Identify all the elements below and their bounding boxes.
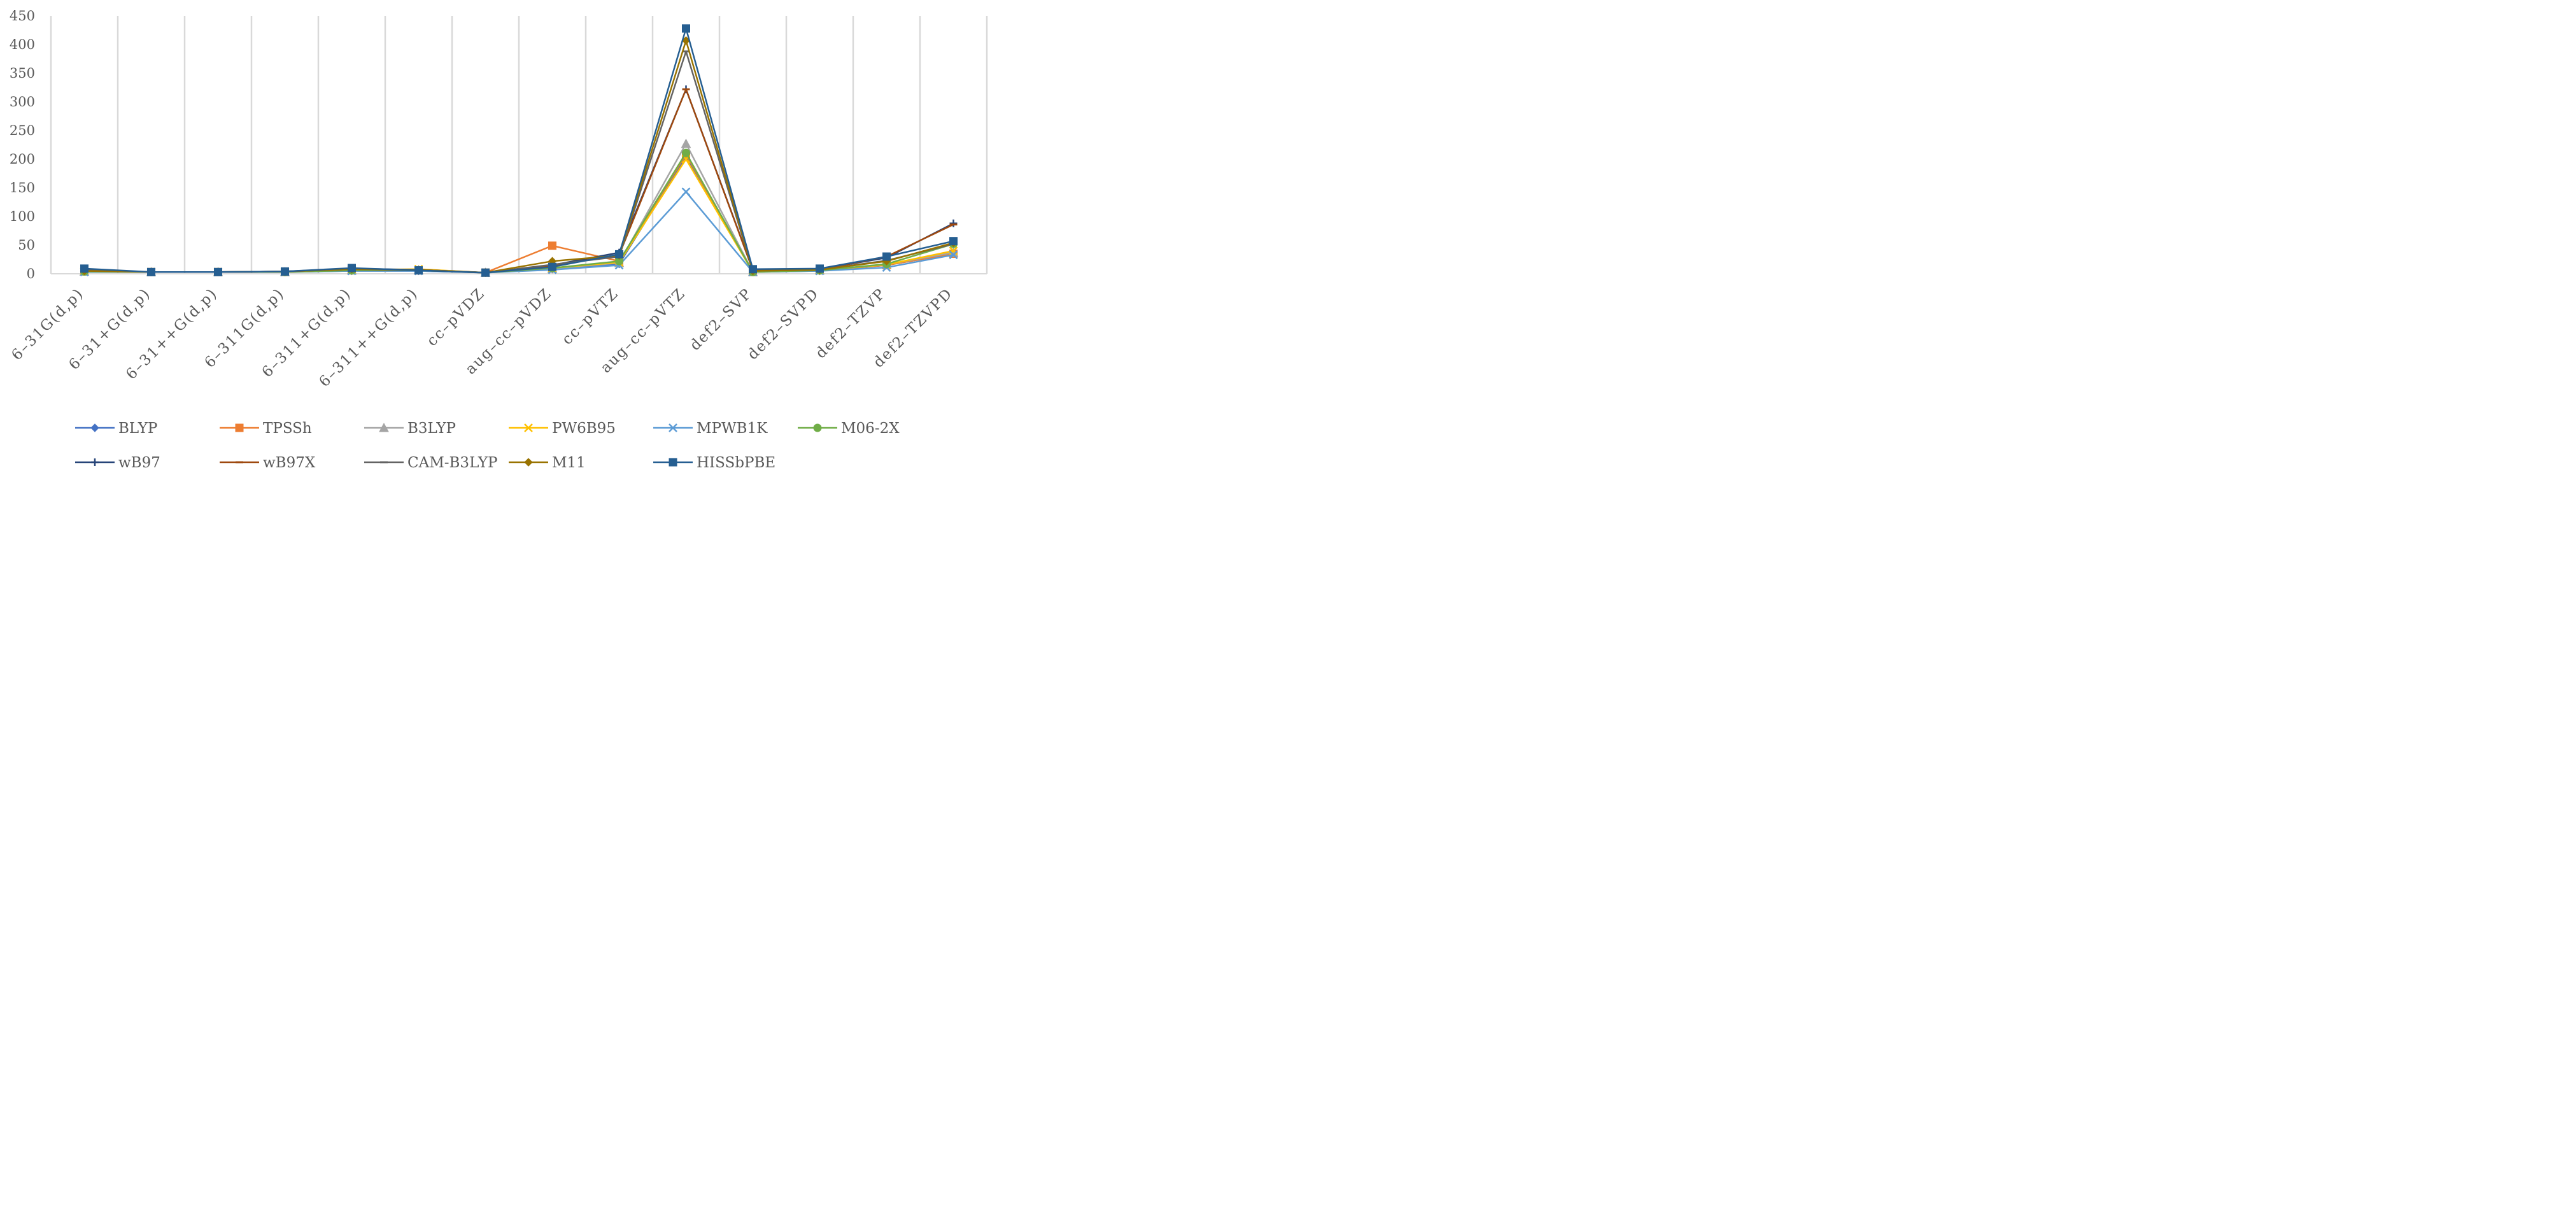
data-point-wb97-def2-tzvpd — [949, 219, 958, 227]
legend-label: B3LYP — [407, 420, 456, 437]
legend-item-blyp: BLYP — [75, 420, 157, 437]
legend-label: MPWB1K — [697, 420, 768, 437]
data-point-hissbpbe-6-31-g-d-p — [214, 267, 222, 276]
series-hissbpbe — [80, 24, 958, 277]
legend-swatch-marker — [669, 458, 677, 467]
line-chart: 0 50 100 150 200 250 300 350 400 450 6–31G(d,p)6–… — [8, 8, 988, 471]
data-point-wb97x-aug-cc-pvtz — [682, 88, 690, 90]
legend-swatch-marker — [235, 423, 244, 432]
legend-item-tpssh: TPSSh — [220, 420, 312, 437]
legend-swatch-marker — [380, 461, 388, 464]
legend-label: wB97 — [118, 455, 160, 471]
legend-item-mpwb1k: MPWB1K — [653, 420, 768, 437]
legend: BLYP TPSSh B3LYP PW6B95 MPWB1K M06-2X wB97 wB97… — [75, 420, 900, 471]
data-point-hissbpbe-6-311g-d-p — [281, 267, 289, 276]
y-tick-label: 300 — [10, 94, 35, 110]
legend-label: wB97X — [263, 455, 316, 471]
legend-swatch-marker — [90, 423, 99, 432]
x-axis-ticks: 6–31G(d,p)6–31+G(d,p)6–31++G(d,p)6–311G(… — [8, 285, 956, 390]
legend-item-m06-2x: M06-2X — [798, 420, 900, 437]
data-point-cam-b3lyp-aug-cc-pvtz — [682, 50, 690, 53]
data-point-hissbpbe-6-31-g-d-p — [147, 267, 155, 276]
legend-swatch-marker — [91, 458, 99, 466]
legend-item-cam-b3lyp: CAM-B3LYP — [364, 455, 498, 471]
data-point-hissbpbe-def2-tzvpd — [949, 237, 958, 246]
data-point-hissbpbe-def2-svp — [749, 265, 757, 274]
data-point-hissbpbe-def2-tzvp — [882, 252, 891, 261]
y-axis-ticks: 0 50 100 150 200 250 300 350 400 450 — [10, 8, 35, 281]
legend-label: CAM-B3LYP — [407, 455, 498, 471]
series-line-hissbpbe — [84, 27, 954, 274]
y-tick-label: 350 — [10, 66, 35, 81]
x-tick-label-cc-pvdz: cc–pVDZ — [424, 285, 488, 350]
legend-item-hissbpbe: HISSbPBE — [653, 455, 775, 471]
x-tick-label-cc-pvtz: cc–pVTZ — [559, 285, 622, 348]
legend-label: M11 — [552, 455, 586, 471]
legend-item-pw6b95: PW6B95 — [509, 420, 616, 437]
x-tick-label-def2-svp: def2–SVP — [687, 285, 756, 354]
y-tick-label: 450 — [10, 8, 35, 24]
legend-swatch-marker — [524, 458, 533, 467]
data-point-mpwb1k-def2-tzvpd — [949, 250, 958, 260]
y-tick-label: 400 — [10, 37, 35, 52]
legend-label: HISSbPBE — [697, 455, 775, 471]
legend-item-wb97x: wB97X — [220, 455, 316, 471]
data-point-hissbpbe-cc-pvdz — [481, 268, 490, 277]
data-point-wb97x-def2-tzvpd — [949, 223, 958, 226]
y-tick-label: 250 — [10, 123, 35, 138]
y-tick-label: 100 — [10, 209, 35, 224]
y-tick-label: 150 — [10, 180, 35, 195]
gridlines — [50, 16, 988, 274]
data-point-hissbpbe-aug-cc-pvdz — [548, 262, 556, 271]
data-point-hissbpbe-def2-svpd — [816, 264, 824, 273]
y-tick-label: 0 — [27, 266, 35, 281]
legend-item-m11: M11 — [509, 455, 586, 471]
legend-item-b3lyp: B3LYP — [364, 420, 456, 437]
legend-swatch-marker — [236, 461, 243, 464]
data-series — [79, 24, 959, 278]
legend-label: BLYP — [118, 420, 157, 437]
legend-label: M06-2X — [841, 420, 900, 437]
data-point-hissbpbe-aug-cc-pvtz — [682, 24, 690, 33]
data-point-hissbpbe-6-31g-d-p — [80, 264, 88, 273]
legend-label: PW6B95 — [552, 420, 616, 437]
legend-swatch-marker — [524, 423, 533, 432]
data-point-hissbpbe-6-311-g-d-p — [348, 264, 356, 273]
data-point-m06-2x-aug-cc-pvtz — [682, 148, 690, 157]
y-tick-label: 50 — [18, 237, 35, 253]
legend-swatch-marker — [379, 422, 389, 432]
data-point-tpssh-aug-cc-pvdz — [548, 241, 556, 250]
data-point-hissbpbe-cc-pvtz — [615, 250, 623, 258]
data-point-mpwb1k-aug-cc-pvtz — [681, 187, 691, 197]
legend-swatch-marker — [669, 423, 677, 432]
data-point-b3lyp-aug-cc-pvtz — [681, 138, 691, 148]
x-tick-label-def2-svpd: def2–SVPD — [744, 285, 823, 364]
x-tick-label-def2-tzvp: def2–TZVP — [812, 285, 889, 362]
legend-label: TPSSh — [263, 420, 312, 437]
legend-swatch-marker — [813, 423, 822, 432]
y-tick-label: 200 — [10, 152, 35, 167]
data-point-hissbpbe-6-311-g-d-p — [414, 266, 423, 275]
legend-item-wb97: wB97 — [75, 455, 160, 471]
